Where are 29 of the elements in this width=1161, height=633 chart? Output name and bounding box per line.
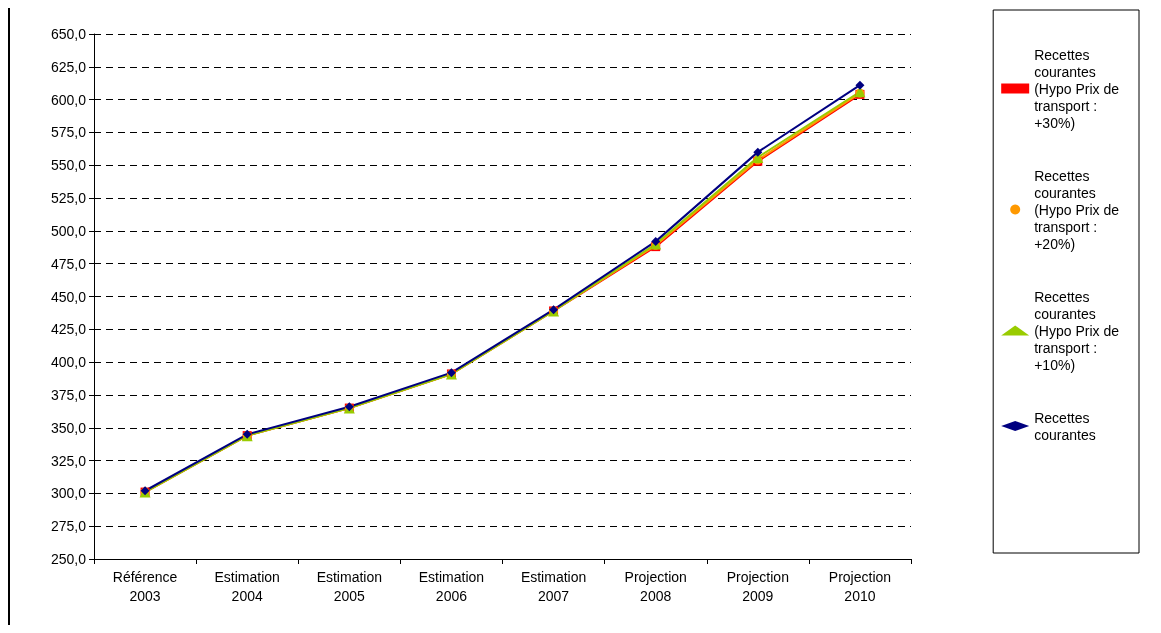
y-tick-label: 400,0 (50, 354, 87, 371)
legend-label: Recettes courantes (Hypo Prix de transport : +20%) (1034, 167, 1120, 252)
x-tick-label: Projection 2008 (624, 568, 687, 604)
y-tick-label: 600,0 (50, 91, 87, 108)
legend-label: Recettes courantes (Hypo Prix de transport : +10%) (1034, 288, 1120, 373)
y-tick-label: 300,0 (50, 485, 87, 502)
y-tick-label: 425,0 (50, 321, 87, 338)
x-tick-label: Estimation 2006 (418, 568, 485, 604)
y-tick-label: 375,0 (50, 386, 87, 403)
y-tick-label: 650,0 (50, 26, 87, 42)
y-tick-label: 625,0 (50, 58, 87, 75)
y-tick-label: 575,0 (50, 124, 87, 141)
x-tick-label: Estimation 2005 (316, 568, 382, 604)
x-tick-label: Estimation 2007 (520, 568, 587, 604)
y-tick-label: 275,0 (50, 518, 87, 535)
legend-label: Recettes courantes (Hypo Prix de transport : +30%) (1034, 46, 1120, 131)
legend-label: Recettes courantes (1034, 409, 1096, 443)
x-tick-label: Estimation 2004 (214, 568, 280, 604)
y-tick-label: 500,0 (50, 222, 87, 239)
y-tick-label: 450,0 (50, 288, 87, 305)
x-tick-label: Projection 2009 (726, 568, 789, 604)
y-tick-label: 525,0 (50, 190, 87, 207)
y-tick-label: 550,0 (50, 157, 87, 174)
y-tick-label: 475,0 (50, 255, 87, 272)
x-tick-label: Projection 2010 (828, 568, 892, 604)
y-tick-label: 325,0 (50, 452, 87, 469)
y-tick-label: 250,0 (50, 551, 87, 567)
y-tick-label: 350,0 (50, 419, 87, 436)
x-tick-label: Référence 2003 (112, 568, 178, 604)
